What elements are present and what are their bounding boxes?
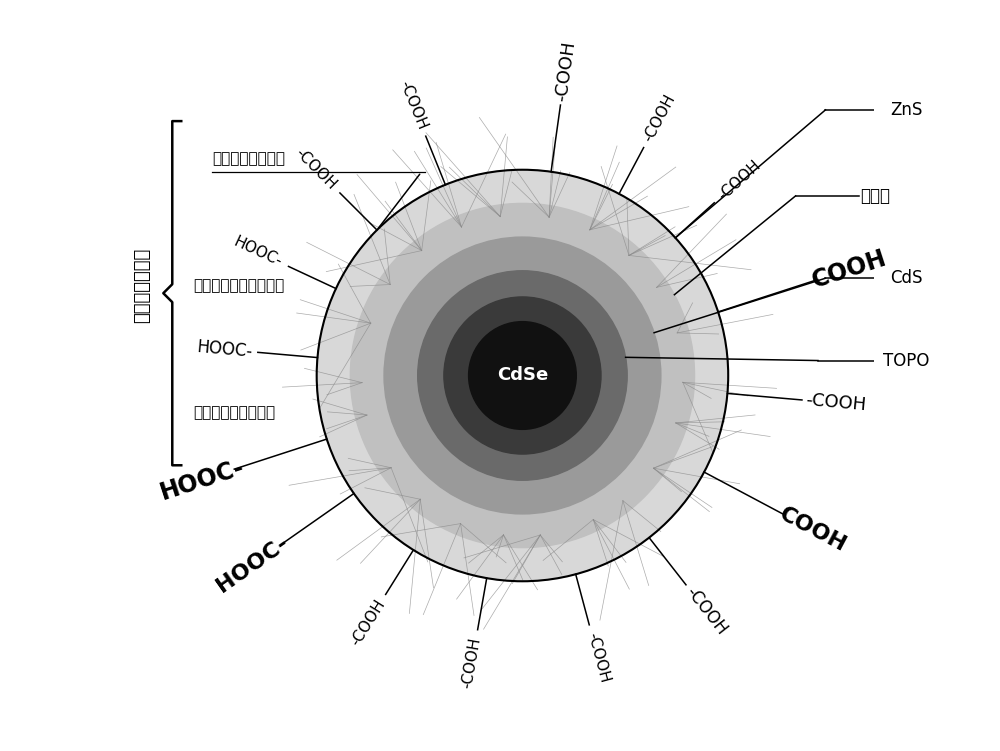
Circle shape	[418, 271, 627, 480]
Text: HOOC-: HOOC-	[157, 454, 248, 505]
Text: -COOH: -COOH	[804, 391, 867, 415]
Text: HOOC-: HOOC-	[213, 532, 292, 596]
Text: 连接层：脂肪族长碳链: 连接层：脂肪族长碳链	[193, 278, 284, 293]
Text: -COOH: -COOH	[460, 636, 484, 689]
Text: -COOH: -COOH	[682, 584, 731, 639]
Text: -COOH: -COOH	[348, 597, 388, 649]
Circle shape	[317, 170, 728, 581]
Text: CdSe: CdSe	[497, 366, 548, 385]
Text: -COOH: -COOH	[397, 78, 430, 131]
Text: ZnS: ZnS	[891, 101, 923, 119]
Text: -COOH: -COOH	[715, 158, 764, 203]
Circle shape	[384, 237, 661, 514]
Text: -COOH: -COOH	[293, 146, 340, 193]
Circle shape	[350, 204, 695, 547]
Text: COOH: COOH	[809, 246, 890, 292]
Text: HOOC-: HOOC-	[196, 338, 253, 360]
Text: -COOH: -COOH	[641, 92, 678, 144]
Circle shape	[444, 297, 601, 454]
Text: TOPO: TOPO	[883, 351, 929, 369]
Text: HOOC-: HOOC-	[231, 234, 285, 270]
Text: 双亲性高分子层: 双亲性高分子层	[133, 248, 151, 324]
Text: 外层：罧基亲水层: 外层：罧基亲水层	[212, 151, 285, 166]
Text: CdS: CdS	[891, 269, 923, 287]
Text: 合金层: 合金层	[861, 187, 891, 205]
Circle shape	[469, 321, 576, 430]
Text: -COOH: -COOH	[584, 631, 612, 684]
Text: COOH: COOH	[776, 504, 850, 556]
Text: 内层：烷基链疏水层: 内层：烷基链疏水层	[193, 406, 275, 421]
Text: -COOH: -COOH	[552, 41, 578, 103]
